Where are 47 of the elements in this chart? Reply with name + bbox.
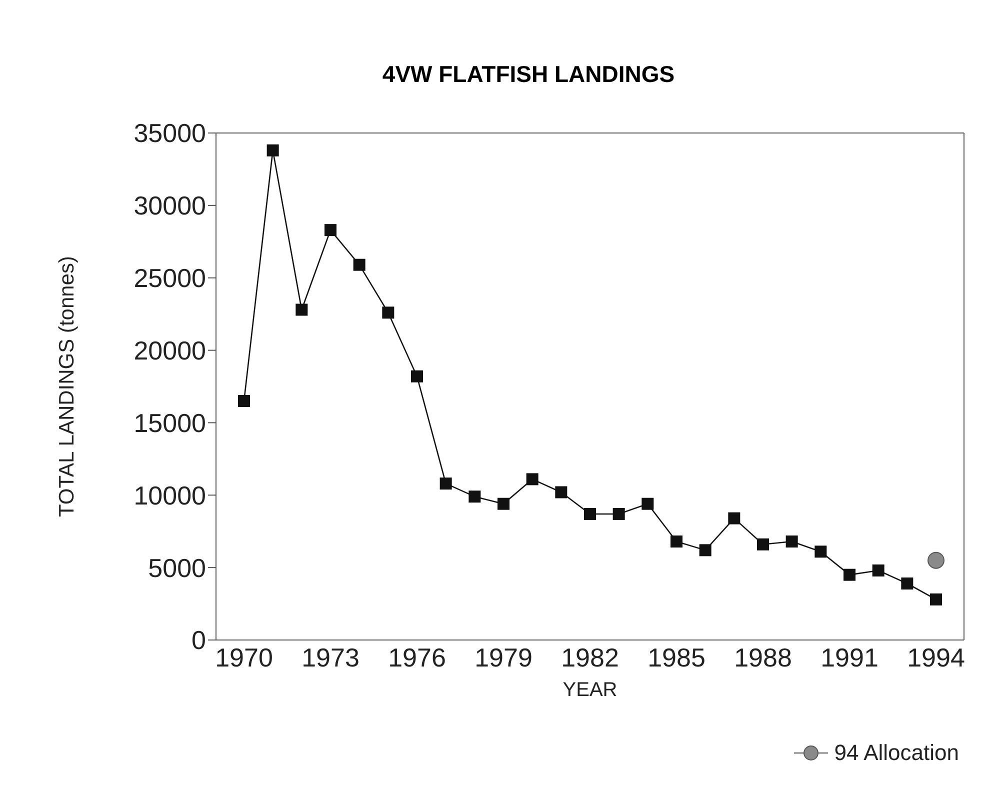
chart-title: 4VW FLATFISH LANDINGS [381, 60, 676, 89]
point [382, 306, 394, 319]
point [930, 593, 942, 606]
y-tick-label: 30000 [134, 190, 206, 221]
x-tick-label: 1991 [820, 642, 878, 672]
point [526, 473, 538, 486]
x-tick-label: 1994 [907, 642, 965, 672]
x-tick-label: 1982 [561, 642, 619, 672]
point [238, 394, 250, 407]
point [670, 535, 682, 548]
y-axis-title: TOTAL LANDINGS (tonnes) [55, 256, 78, 518]
point [296, 304, 308, 316]
y-tick-label: 15000 [134, 408, 206, 438]
point [814, 546, 827, 558]
point [699, 544, 712, 556]
point [928, 552, 944, 569]
y-tick-label: 25000 [134, 263, 206, 294]
x-tick-label: 1979 [474, 642, 532, 672]
legend-label: 94 Allocation [834, 740, 959, 766]
point [901, 578, 914, 590]
point [844, 568, 856, 581]
y-tick-label: 5000 [148, 552, 206, 583]
point [440, 478, 452, 490]
y-tick-label: 35000 [134, 118, 206, 148]
point [555, 486, 568, 498]
point [786, 535, 798, 548]
x-tick-label: 1970 [215, 642, 273, 672]
point [498, 498, 510, 510]
point [612, 508, 625, 520]
point [584, 508, 596, 520]
point [872, 564, 884, 576]
y-tick-label: 20000 [134, 336, 206, 366]
point [324, 224, 336, 236]
point [728, 512, 740, 524]
x-tick-label: 1976 [388, 642, 446, 672]
point [353, 258, 366, 271]
x-tick-label: 1985 [648, 642, 706, 672]
y-tick-label: 10000 [134, 480, 206, 510]
point [411, 370, 423, 382]
point [266, 144, 279, 156]
y-tick-label: 0 [192, 625, 206, 656]
x-axis-title: YEAR [562, 679, 618, 702]
point [642, 498, 654, 510]
x-tick-label: 1973 [302, 642, 360, 672]
point [757, 538, 769, 550]
point [468, 490, 481, 503]
x-tick-label: 1988 [734, 642, 792, 672]
